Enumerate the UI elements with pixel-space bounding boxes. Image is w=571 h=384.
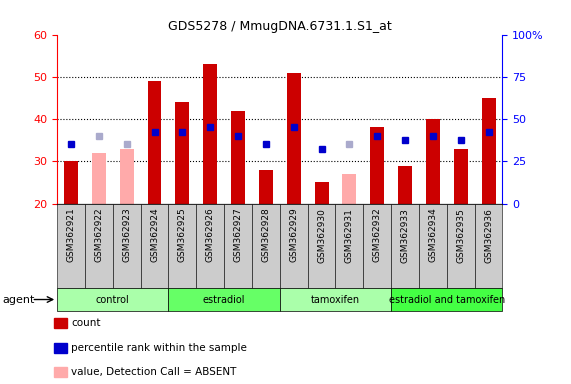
- Text: agent: agent: [3, 295, 35, 305]
- FancyBboxPatch shape: [363, 204, 391, 288]
- Text: GSM362931: GSM362931: [345, 208, 354, 263]
- FancyBboxPatch shape: [168, 288, 280, 311]
- FancyBboxPatch shape: [252, 204, 280, 288]
- Text: GSM362924: GSM362924: [150, 208, 159, 262]
- FancyBboxPatch shape: [280, 204, 308, 288]
- Text: GSM362934: GSM362934: [428, 208, 437, 263]
- Text: tamoxifen: tamoxifen: [311, 295, 360, 305]
- Text: count: count: [71, 318, 101, 328]
- Text: GSM362922: GSM362922: [94, 208, 103, 262]
- Text: GSM362936: GSM362936: [484, 208, 493, 263]
- FancyBboxPatch shape: [447, 204, 475, 288]
- Bar: [287, 73, 301, 204]
- FancyBboxPatch shape: [112, 204, 140, 288]
- Bar: [120, 149, 134, 204]
- Text: estradiol: estradiol: [203, 295, 246, 305]
- FancyBboxPatch shape: [196, 204, 224, 288]
- Text: GSM362932: GSM362932: [373, 208, 382, 263]
- Bar: [203, 64, 217, 204]
- Bar: [92, 153, 106, 204]
- Bar: [259, 170, 273, 204]
- FancyBboxPatch shape: [335, 204, 363, 288]
- FancyBboxPatch shape: [419, 204, 447, 288]
- Bar: [398, 166, 412, 204]
- Bar: [147, 81, 162, 204]
- Text: GSM362925: GSM362925: [178, 208, 187, 263]
- Text: GSM362933: GSM362933: [400, 208, 409, 263]
- Bar: [481, 98, 496, 204]
- FancyBboxPatch shape: [391, 204, 419, 288]
- Bar: [175, 102, 190, 204]
- Text: GSM362926: GSM362926: [206, 208, 215, 263]
- Text: GSM362930: GSM362930: [317, 208, 326, 263]
- Text: GSM362923: GSM362923: [122, 208, 131, 263]
- FancyBboxPatch shape: [475, 204, 502, 288]
- Text: GSM362935: GSM362935: [456, 208, 465, 263]
- Text: control: control: [96, 295, 130, 305]
- Bar: [64, 161, 78, 204]
- Bar: [343, 174, 356, 204]
- Text: GSM362921: GSM362921: [66, 208, 75, 263]
- FancyBboxPatch shape: [224, 204, 252, 288]
- FancyBboxPatch shape: [57, 204, 85, 288]
- Bar: [315, 182, 328, 204]
- FancyBboxPatch shape: [308, 204, 335, 288]
- Text: GSM362929: GSM362929: [289, 208, 298, 263]
- FancyBboxPatch shape: [85, 204, 112, 288]
- Title: GDS5278 / MmugDNA.6731.1.S1_at: GDS5278 / MmugDNA.6731.1.S1_at: [168, 20, 392, 33]
- Bar: [454, 149, 468, 204]
- Text: percentile rank within the sample: percentile rank within the sample: [71, 343, 247, 353]
- FancyBboxPatch shape: [57, 288, 168, 311]
- FancyBboxPatch shape: [280, 288, 391, 311]
- Bar: [231, 111, 245, 204]
- FancyBboxPatch shape: [168, 204, 196, 288]
- Bar: [426, 119, 440, 204]
- FancyBboxPatch shape: [391, 288, 502, 311]
- Text: GSM362928: GSM362928: [262, 208, 271, 263]
- Text: estradiol and tamoxifen: estradiol and tamoxifen: [389, 295, 505, 305]
- Text: value, Detection Call = ABSENT: value, Detection Call = ABSENT: [71, 367, 237, 377]
- Text: GSM362927: GSM362927: [234, 208, 243, 263]
- Bar: [370, 127, 384, 204]
- FancyBboxPatch shape: [140, 204, 168, 288]
